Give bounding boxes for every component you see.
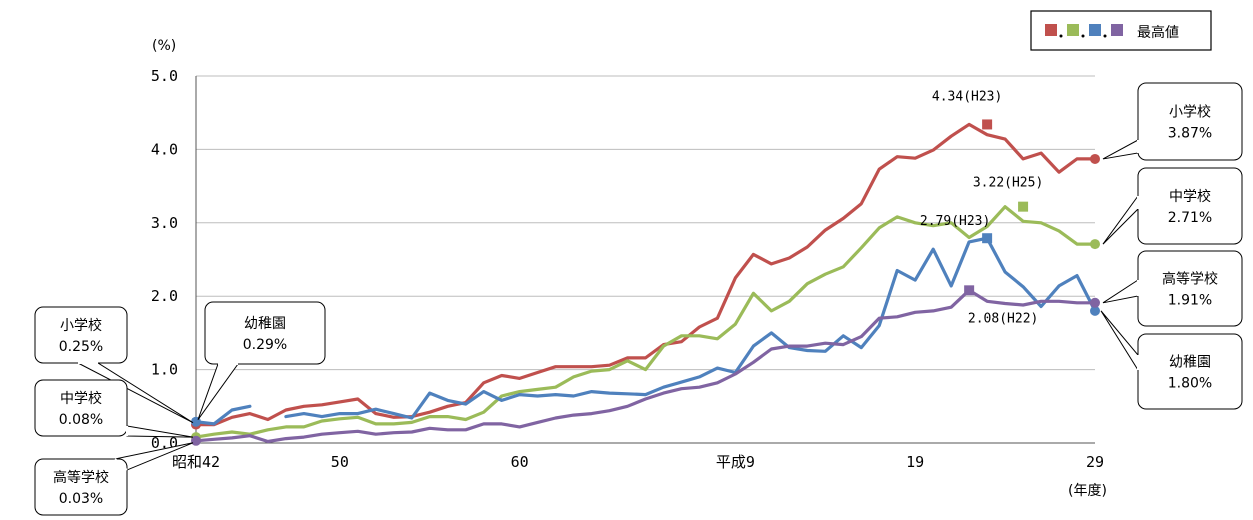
legend-swatch-kinder bbox=[1089, 24, 1101, 36]
end-point-elementary bbox=[1090, 154, 1100, 164]
callout-frame bbox=[205, 302, 325, 364]
legend-separator bbox=[1060, 35, 1063, 38]
y-tick-label: 1.0 bbox=[151, 361, 178, 379]
callout-name: 小学校 bbox=[1169, 104, 1211, 121]
legend-separator bbox=[1082, 35, 1085, 38]
callout-value: 0.08% bbox=[59, 412, 103, 428]
peak-marker-elementary bbox=[982, 119, 992, 129]
x-tick-labels: 昭和42 50 60 平成9 19 29 bbox=[172, 453, 1104, 471]
callout-pointer bbox=[1103, 196, 1138, 244]
y-tick-label: 2.0 bbox=[151, 287, 178, 305]
legend: 最高値 bbox=[1031, 11, 1211, 50]
callout-name: 高等学校 bbox=[53, 469, 109, 486]
y-tick-label: 3.0 bbox=[151, 214, 178, 232]
legend-swatch-elementary bbox=[1045, 24, 1057, 36]
callout-frame bbox=[1138, 251, 1242, 326]
legend-swatch-junior bbox=[1067, 24, 1079, 36]
callout-pointer bbox=[1101, 311, 1138, 370]
callout-value: 0.29% bbox=[243, 337, 287, 353]
peak-label: 2.08(H22) bbox=[968, 311, 1038, 326]
end-point-junior bbox=[1090, 239, 1100, 249]
callout-box: 幼稚園 0.29% bbox=[198, 302, 325, 420]
callout-pointer bbox=[1103, 140, 1138, 159]
callout-frame bbox=[1138, 334, 1242, 409]
callout-box: 高等学校 0.03% bbox=[35, 443, 193, 515]
peak-label: 4.34(H23) bbox=[932, 89, 1002, 104]
callout-name: 中学校 bbox=[60, 390, 102, 407]
y-tick-label: 4.0 bbox=[151, 140, 178, 158]
callout-box: 中学校 2.71% bbox=[1103, 168, 1242, 244]
callout-value: 1.91% bbox=[1168, 293, 1212, 309]
y-tick-label: 5.0 bbox=[151, 67, 178, 85]
callout-box: 高等学校 1.91% bbox=[1103, 251, 1242, 326]
peak-label: 2.79(H23) bbox=[920, 214, 990, 229]
peak-marker-kinder bbox=[982, 233, 992, 243]
peak-marker-high bbox=[964, 285, 974, 295]
callout-name: 高等学校 bbox=[1162, 271, 1218, 288]
callout-value: 2.71% bbox=[1168, 210, 1212, 226]
series-lines bbox=[191, 124, 1100, 445]
x-tick-label: 昭和42 bbox=[172, 453, 220, 471]
callout-name: 小学校 bbox=[60, 317, 102, 334]
callout-box: 小学校 3.87% bbox=[1103, 83, 1242, 160]
callout-pointer bbox=[127, 426, 193, 437]
legend-swatch-high bbox=[1111, 24, 1123, 36]
callout-name: 幼稚園 bbox=[1169, 355, 1211, 371]
callout-frame bbox=[1138, 168, 1242, 244]
y-tick-labels: 0.01.02.03.04.05.0 bbox=[151, 67, 178, 452]
legend-separator bbox=[1104, 35, 1107, 38]
x-tick-label: 29 bbox=[1086, 453, 1104, 471]
peak-marker-junior bbox=[1018, 202, 1028, 212]
x-unit-label: (年度) bbox=[1068, 483, 1107, 499]
callout-value: 3.87% bbox=[1168, 126, 1212, 142]
y-unit-label: (%) bbox=[152, 38, 176, 54]
x-tick-label: 19 bbox=[906, 453, 924, 471]
x-tick-label: 60 bbox=[511, 453, 529, 471]
callout-frame bbox=[1138, 83, 1242, 160]
x-tick-label: 50 bbox=[331, 453, 349, 471]
callout-name: 幼稚園 bbox=[244, 316, 286, 332]
callout-value: 1.80% bbox=[1168, 376, 1212, 392]
callout-name: 中学校 bbox=[1169, 188, 1211, 205]
legend-label: 最高値 bbox=[1137, 24, 1179, 41]
series-line-kinder bbox=[196, 238, 1095, 424]
peak-label: 3.22(H25) bbox=[973, 176, 1043, 191]
callout-value: 0.25% bbox=[59, 339, 103, 355]
callout-value: 0.03% bbox=[59, 491, 103, 507]
callouts: 小学校 0.25% 幼稚園 0.29% 中学校 0.08% 高等学校 0.03% 小学校 3.87… bbox=[35, 83, 1242, 515]
callout-pointer bbox=[1103, 280, 1138, 303]
series-line-elementary bbox=[196, 124, 1095, 424]
x-tick-label: 平成9 bbox=[716, 453, 755, 471]
end-point-high bbox=[1090, 298, 1100, 308]
